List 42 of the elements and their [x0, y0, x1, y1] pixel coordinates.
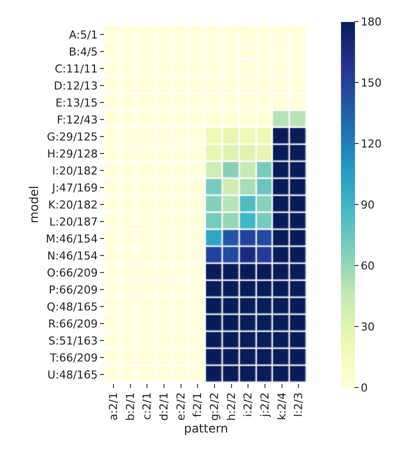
color-bar-label: 150 [360, 76, 382, 90]
x-tick-label: i:2/2 [242, 392, 255, 417]
x-tick-label: f:2/1 [191, 392, 204, 418]
color-bar-label: 120 [360, 137, 382, 150]
x-tick-label: l:2/3 [292, 392, 306, 417]
y-tick-label: N:46/154 [47, 249, 98, 262]
y-axis-title: model [27, 186, 42, 224]
y-tick-label: K:20/182 [48, 198, 98, 212]
y-tick-label: E:13/15 [55, 96, 98, 110]
y-tick-label: U:48/165 [47, 368, 98, 382]
x-tick-label: g:2/2 [208, 392, 221, 421]
color-bar-label: 60 [360, 259, 375, 272]
y-tick-label: B:4/5 [68, 45, 98, 58]
y-tick-label: M:46/154 [46, 232, 98, 246]
color-bar-label: 30 [360, 320, 375, 334]
x-tick-label: j:2/2 [258, 392, 272, 418]
y-tick-label: J:47/169 [51, 181, 98, 194]
color-bar-label: 180 [360, 15, 382, 28]
y-tick-label: S:51/163 [48, 334, 98, 348]
x-tick-label: a:2/1 [106, 392, 120, 421]
y-tick-label: C:11/11 [54, 62, 98, 76]
y-tick-label: G:29/125 [46, 130, 98, 144]
x-axis-title: pattern [184, 422, 228, 436]
color-bar-label: 0 [360, 381, 368, 394]
y-tick-label: P:66/209 [48, 283, 98, 296]
x-tick-label: d:2/1 [157, 392, 170, 421]
y-tick-label: T:66/209 [48, 351, 98, 364]
x-tick-label: e:2/2 [174, 392, 188, 421]
x-tick-label: h:2/2 [224, 392, 238, 421]
y-tick-label: H:29/128 [47, 147, 98, 160]
y-tick-label: A:5/1 [69, 28, 98, 42]
y-tick-label: F:12/43 [56, 113, 98, 126]
y-tick-label: Q:48/165 [46, 300, 98, 314]
x-tick-label: k:2/4 [275, 392, 288, 420]
y-tick-label: L:20/187 [49, 215, 98, 228]
y-tick-label: D:12/13 [54, 79, 98, 92]
y-tick-label: O:66/209 [46, 266, 98, 280]
y-tick-label: R:66/209 [48, 317, 98, 330]
y-tick-label: I:20/182 [52, 164, 98, 178]
x-tick-label: c:2/1 [140, 392, 154, 420]
x-tick-label: b:2/1 [124, 392, 137, 421]
color-bar-label: 90 [360, 198, 375, 212]
